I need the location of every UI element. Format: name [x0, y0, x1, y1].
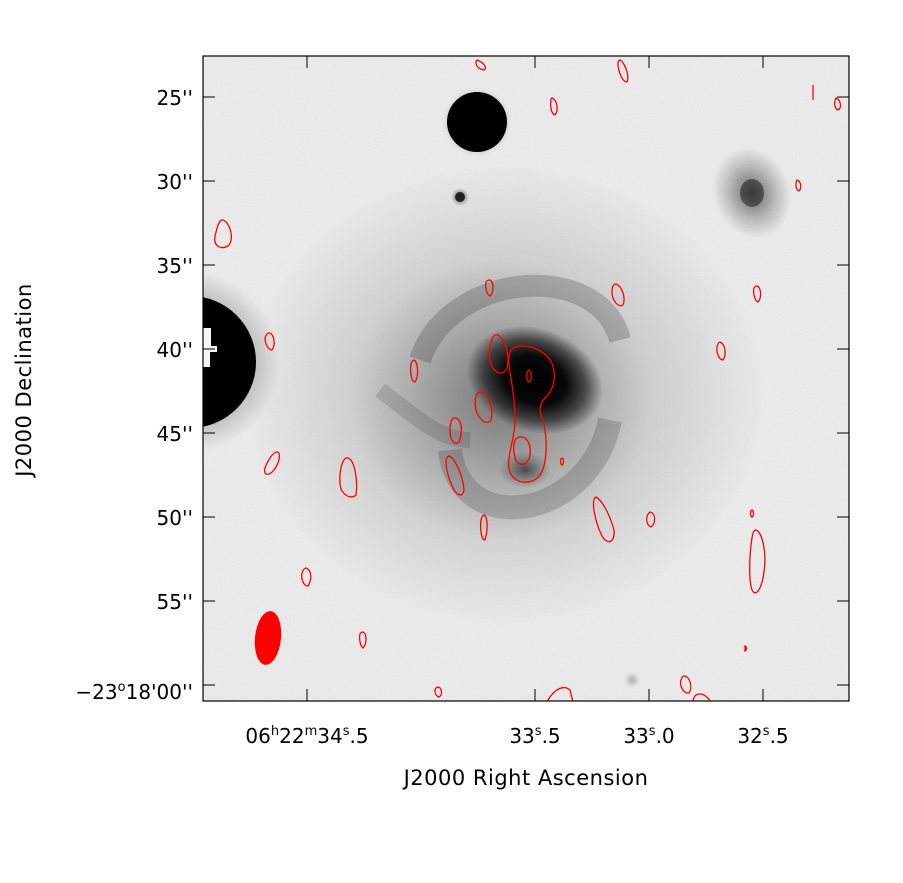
- contour: [549, 97, 558, 116]
- contour: [358, 631, 367, 649]
- y-axis-label: J2000 Declination: [12, 283, 36, 479]
- ra-seconds: 34: [317, 724, 342, 748]
- contour: [264, 332, 275, 351]
- y-tick-label: 40'': [157, 338, 193, 362]
- x-ticks: [306, 56, 764, 701]
- contour: [526, 369, 532, 383]
- y-tick-label-dms: −23o18'00'': [75, 680, 193, 704]
- y-tick-label: 55'': [157, 590, 193, 614]
- contour: [484, 279, 494, 297]
- contour: [559, 457, 565, 466]
- plot-frame: [202, 55, 850, 702]
- contour: [617, 59, 629, 83]
- y-tick-labels: 25'' 30'' 35'' 40'' 45'' 50'' 55'' −23o1…: [75, 86, 193, 704]
- contour: [646, 511, 656, 528]
- ra-hours: 06: [245, 724, 270, 748]
- contour: [512, 436, 531, 466]
- y-tick-label: 30'': [157, 170, 193, 194]
- contour: [749, 529, 766, 594]
- contour: [752, 285, 762, 303]
- contour: [611, 283, 625, 307]
- contour: [301, 567, 312, 587]
- dec-minutes: 18: [126, 680, 151, 704]
- contour: [263, 451, 281, 475]
- contour: [449, 417, 463, 444]
- contour: [795, 179, 802, 192]
- beam-ellipse: [254, 611, 282, 665]
- x-tick-label: 33s.0: [623, 724, 674, 748]
- x-tick-label: 33s.5: [509, 724, 560, 748]
- contour: [474, 391, 493, 424]
- contour: [679, 675, 692, 694]
- contour: [692, 693, 711, 701]
- contour: [434, 686, 443, 698]
- ra-minutes: 22: [279, 724, 304, 748]
- dec-seconds: 00'': [157, 680, 193, 704]
- contour: [749, 509, 755, 518]
- y-ticks: [203, 96, 849, 686]
- radio-contours: [214, 59, 842, 701]
- contour: [592, 496, 615, 543]
- contour: [475, 59, 487, 71]
- contour: [445, 455, 465, 496]
- minute-unit: m: [305, 724, 318, 739]
- degree-symbol: o: [118, 680, 126, 695]
- contour: [716, 341, 726, 361]
- contour: [339, 457, 358, 498]
- contour: [547, 686, 574, 701]
- x-tick-label: 32s.5: [737, 724, 788, 748]
- contour: [409, 359, 419, 383]
- contour: [488, 334, 509, 374]
- x-axis-label: J2000 Right Ascension: [402, 766, 649, 790]
- y-tick-label: 45'': [157, 422, 193, 446]
- y-tick-label: 50'': [157, 506, 193, 530]
- x-tick-label-hms: 06h22m34s.5: [245, 724, 368, 748]
- contour: [214, 219, 232, 249]
- x-tick-labels: 06h22m34s.5 33s.5 33s.0 32s.5: [245, 724, 788, 748]
- minute-mark: ': [151, 680, 157, 704]
- y-tick-label: 25'': [157, 86, 193, 110]
- contour: [834, 97, 842, 111]
- sky-image: [203, 56, 849, 701]
- second-unit: s: [343, 724, 350, 739]
- contour: [479, 514, 488, 541]
- ra-fraction: .5: [349, 724, 368, 748]
- y-tick-label: 35'': [157, 254, 193, 278]
- dec-degrees: −23: [75, 680, 117, 704]
- contour: [744, 644, 748, 653]
- contour: [508, 345, 556, 483]
- hour-unit: h: [271, 724, 279, 739]
